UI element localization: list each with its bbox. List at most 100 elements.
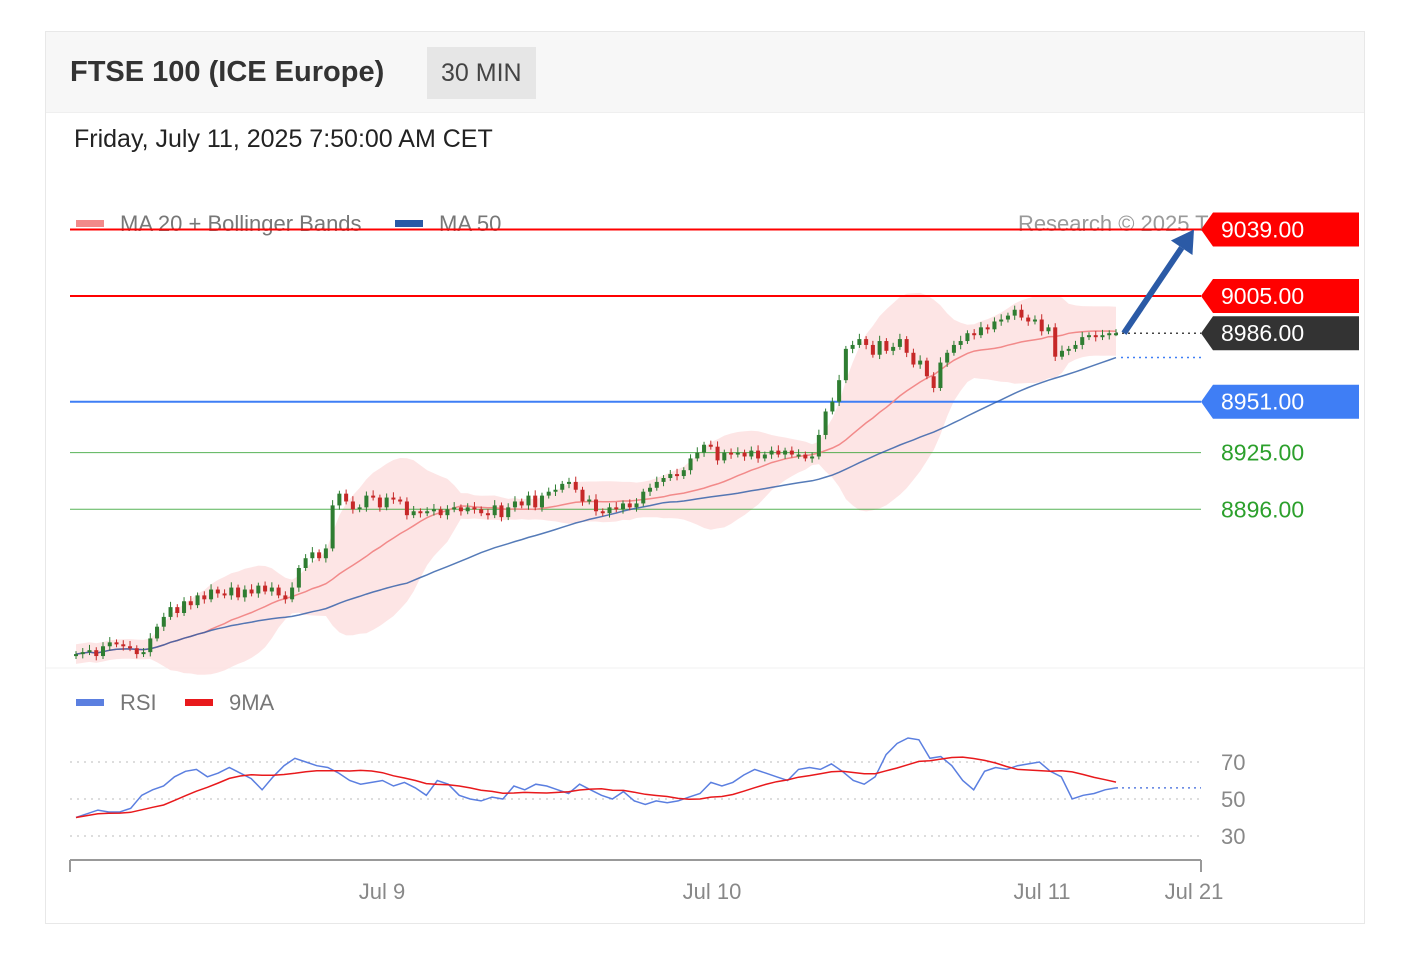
candle	[114, 639, 119, 648]
candle	[1080, 331, 1085, 350]
candle-body	[1012, 309, 1017, 316]
candle	[1005, 312, 1010, 323]
candle-body	[837, 380, 842, 402]
candle-body	[546, 491, 551, 496]
candle	[431, 504, 436, 516]
candle-body	[371, 495, 376, 498]
legend-label: MA 20 + Bollinger Bands	[120, 211, 362, 236]
level-tags: 9039.00 9005.00 8986.00 8951.00 8925.00 8896.…	[1201, 212, 1359, 522]
candle	[776, 445, 781, 458]
candle-body	[1107, 333, 1112, 336]
candle	[999, 314, 1004, 326]
candle-body	[445, 509, 450, 516]
candle	[945, 349, 950, 367]
candle-body	[789, 450, 794, 455]
candle	[310, 547, 315, 563]
candle-body	[310, 552, 315, 559]
candle-body	[384, 497, 389, 508]
level-label: 8986.00	[1221, 320, 1304, 346]
candle-body	[499, 505, 504, 518]
candle-body	[222, 593, 227, 596]
candle-body	[215, 589, 220, 594]
candle-body	[87, 650, 92, 653]
candle	[344, 489, 349, 505]
candle	[1059, 345, 1064, 360]
candle	[593, 494, 599, 516]
level-label: 9039.00	[1221, 217, 1304, 243]
candle	[769, 446, 774, 459]
candle-body	[533, 495, 538, 508]
candle	[884, 338, 889, 354]
candle	[458, 504, 463, 516]
candle-body	[94, 650, 99, 657]
candle-body	[1093, 335, 1098, 338]
candle-body	[249, 589, 254, 594]
candle-body	[756, 450, 761, 459]
candle	[837, 374, 842, 406]
candle-body	[148, 638, 153, 653]
candle	[600, 508, 605, 517]
candle-body	[283, 595, 288, 600]
candle	[1086, 332, 1091, 341]
candle	[843, 345, 848, 384]
candle	[654, 476, 659, 491]
candle	[195, 592, 200, 609]
candle	[580, 486, 585, 506]
candle	[965, 330, 970, 344]
candle-body	[891, 346, 896, 351]
candlesticks	[73, 304, 1119, 661]
candle	[519, 498, 524, 509]
candle	[499, 502, 504, 522]
chart-header: FTSE 100 (ICE Europe) 30 MIN	[46, 32, 1364, 113]
candle-body	[107, 642, 112, 647]
candle	[1107, 330, 1112, 340]
candle	[357, 504, 362, 513]
legend-item-9ma: 9MA	[185, 690, 274, 716]
candle-body	[404, 501, 409, 516]
candle	[398, 496, 403, 505]
timestamp: Friday, July 11, 2025 7:50:00 AM CET	[74, 125, 493, 153]
candle-body	[202, 595, 207, 600]
candle	[823, 408, 828, 440]
candle-body	[472, 507, 477, 510]
price-levels	[70, 228, 1201, 510]
candle	[229, 582, 234, 600]
candle-body	[1086, 335, 1091, 338]
candle-body	[398, 499, 403, 502]
candle	[742, 449, 747, 461]
candle-body	[290, 587, 295, 600]
candle-body	[418, 511, 423, 514]
candle-body	[526, 495, 531, 506]
arrow-shaft	[1121, 246, 1185, 335]
candle	[641, 488, 646, 507]
candle-body	[465, 507, 470, 512]
candle-body	[452, 507, 457, 510]
candle	[276, 584, 281, 599]
candle-body	[161, 616, 166, 627]
candle-body	[458, 507, 463, 512]
candle-body	[188, 601, 193, 606]
candle-body	[1026, 317, 1031, 322]
candle-body	[708, 444, 713, 447]
rsi-9ma-line	[75, 756, 1117, 819]
forecast-arrow	[1121, 229, 1194, 335]
price-chart-svg: 9039.00 9005.00 8986.00 8951.00 8925.00 8896.…	[46, 212, 1364, 904]
candle-body	[945, 352, 950, 363]
candle	[479, 506, 484, 517]
candle-body	[796, 454, 801, 457]
candle-body	[519, 501, 524, 506]
candle-body	[992, 321, 997, 330]
candle	[101, 642, 106, 659]
candle-body	[337, 493, 342, 506]
candle-body	[479, 509, 484, 514]
candle-body	[1039, 319, 1044, 332]
candle	[121, 640, 126, 651]
interval-badge[interactable]: 30 MIN	[427, 47, 536, 99]
candle	[573, 476, 578, 493]
candle-body	[438, 509, 443, 516]
candle-body	[263, 585, 268, 592]
candle	[560, 480, 565, 493]
candle	[1100, 329, 1105, 341]
candle	[445, 505, 450, 520]
candle	[107, 637, 112, 651]
